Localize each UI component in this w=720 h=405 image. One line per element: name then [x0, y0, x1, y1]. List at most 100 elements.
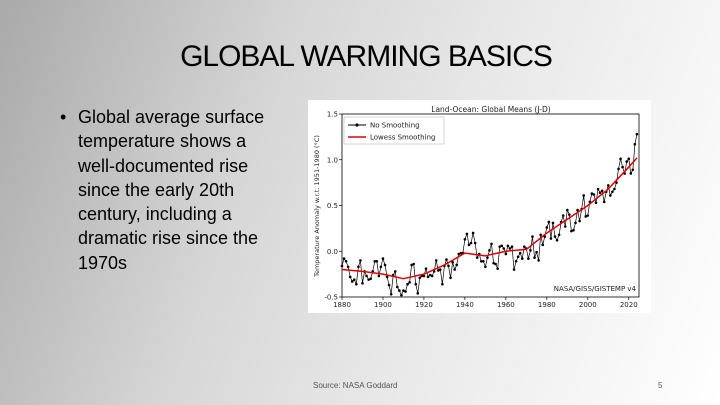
legend: No Smoothing Lowess Smoothing — [343, 116, 445, 145]
data-point — [455, 263, 458, 267]
data-point — [533, 256, 536, 259]
data-point — [549, 237, 553, 240]
data-point — [518, 251, 522, 255]
data-point — [590, 192, 594, 195]
data-point — [490, 242, 493, 246]
data-point — [539, 233, 542, 237]
data-point — [410, 263, 413, 267]
y-tick-label: 1.5 — [327, 111, 338, 119]
bullet-list: Global average surface temperature shows… — [60, 105, 275, 275]
y-tick-label: 1.0 — [327, 156, 338, 164]
data-point — [563, 225, 567, 228]
data-point — [355, 282, 358, 286]
data-point — [393, 270, 397, 273]
data-point — [520, 257, 524, 260]
data-point — [555, 238, 559, 242]
data-point — [592, 193, 596, 196]
data-point — [426, 275, 430, 279]
x-tick-label: 1880 — [333, 301, 351, 309]
data-point — [441, 282, 444, 286]
data-point — [586, 214, 590, 217]
data-point — [602, 200, 606, 204]
data-point — [500, 244, 504, 248]
data-point — [488, 249, 491, 252]
data-point — [629, 172, 633, 175]
chart-source-annotation: NASA/GISS/GISTEMP v4 — [554, 285, 637, 293]
data-point — [416, 292, 420, 295]
data-point — [408, 281, 411, 284]
data-point — [553, 235, 557, 238]
data-point — [467, 243, 471, 247]
data-point — [434, 259, 438, 262]
data-point — [606, 184, 610, 187]
data-point — [418, 276, 422, 280]
data-point — [473, 241, 477, 245]
data-point — [352, 278, 356, 281]
data-point — [492, 261, 495, 265]
data-point — [375, 260, 379, 263]
data-point — [396, 285, 399, 289]
data-point — [572, 228, 575, 232]
data-point — [414, 282, 418, 286]
data-point — [359, 259, 362, 262]
data-point — [486, 256, 489, 259]
y-tick-label: -0.5 — [324, 294, 338, 302]
data-point — [406, 282, 409, 286]
data-point — [504, 252, 508, 256]
data-point — [576, 208, 579, 212]
chart-title: Land-Ocean: Global Means (J-D) — [431, 105, 550, 114]
data-point — [367, 278, 370, 281]
data-point — [453, 268, 456, 271]
data-point — [609, 194, 612, 197]
data-point — [494, 262, 497, 266]
data-point — [523, 245, 526, 248]
data-point — [496, 267, 499, 270]
data-point — [398, 289, 401, 292]
data-point — [436, 269, 440, 272]
data-point — [379, 265, 383, 269]
y-tick-label: 0.0 — [327, 248, 338, 256]
data-point — [570, 229, 573, 233]
data-point — [400, 293, 403, 297]
data-point — [383, 263, 387, 267]
data-point — [611, 190, 614, 194]
chart-svg: Land-Ocean: Global Means (J-D) Temperatu… — [313, 105, 640, 309]
data-point — [424, 267, 428, 270]
data-point — [584, 215, 588, 218]
y-axis-label: Temperature Anomaly w.r.t. 1951-1980 (°C… — [313, 135, 321, 278]
data-point — [617, 167, 620, 171]
data-point — [430, 274, 434, 278]
data-point — [346, 265, 350, 269]
data-point — [527, 257, 530, 260]
data-point — [619, 157, 622, 161]
legend-lowess-label: Lowess Smoothing — [370, 134, 435, 142]
x-tick-label: 2000 — [579, 301, 597, 309]
data-point — [627, 157, 631, 161]
x-tick-label: 1900 — [374, 301, 392, 309]
data-point — [531, 235, 534, 238]
data-point — [439, 268, 442, 271]
data-point — [598, 191, 602, 194]
x-tick-label: 1980 — [538, 301, 556, 309]
data-point — [469, 241, 473, 245]
data-point — [568, 213, 571, 216]
data-point — [574, 221, 577, 225]
data-point — [451, 260, 454, 264]
data-point — [535, 250, 538, 254]
data-point — [471, 231, 475, 235]
data-point — [621, 165, 624, 169]
data-point — [445, 258, 448, 261]
x-tick-label: 2020 — [620, 301, 638, 309]
slide-number: 5 — [658, 381, 663, 390]
data-point — [350, 280, 354, 283]
data-point — [541, 243, 545, 247]
data-point — [475, 256, 479, 259]
data-point — [506, 244, 510, 248]
data-point — [529, 249, 532, 252]
x-tick-label: 1940 — [456, 301, 474, 309]
x-tick-label: 1960 — [497, 301, 515, 309]
data-point — [582, 194, 585, 197]
temperature-chart: Land-Ocean: Global Means (J-D) Temperatu… — [308, 100, 651, 313]
data-point — [344, 260, 348, 263]
data-point — [342, 257, 346, 260]
